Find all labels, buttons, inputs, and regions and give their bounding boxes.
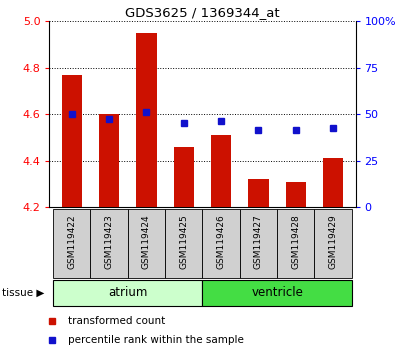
Text: atrium: atrium [108,286,147,299]
Bar [62,75,82,207]
Bar [240,209,277,278]
Bar [128,209,165,278]
Text: GSM119426: GSM119426 [216,215,226,269]
Text: tissue ▶: tissue ▶ [2,288,44,298]
Text: GSM119425: GSM119425 [179,215,188,269]
Bar [323,158,343,207]
Text: GSM119423: GSM119423 [105,215,114,269]
Bar [203,209,240,278]
Bar [203,280,352,306]
Bar [90,209,128,278]
Bar [248,179,269,207]
Bar [286,182,306,207]
Bar [314,209,352,278]
Bar [211,135,231,207]
Bar [53,209,90,278]
Text: GSM119427: GSM119427 [254,215,263,269]
Bar [173,147,194,207]
Text: ventricle: ventricle [251,286,303,299]
Text: transformed count: transformed count [68,316,165,326]
Title: GDS3625 / 1369344_at: GDS3625 / 1369344_at [125,6,280,19]
Text: GSM119424: GSM119424 [142,215,151,269]
Bar [136,33,157,207]
Bar [99,114,119,207]
Bar [165,209,203,278]
Text: GSM119429: GSM119429 [329,215,338,269]
Bar [277,209,314,278]
Text: GSM119422: GSM119422 [67,215,76,269]
Bar [53,280,202,306]
Text: percentile rank within the sample: percentile rank within the sample [68,335,244,345]
Text: GSM119428: GSM119428 [291,215,300,269]
